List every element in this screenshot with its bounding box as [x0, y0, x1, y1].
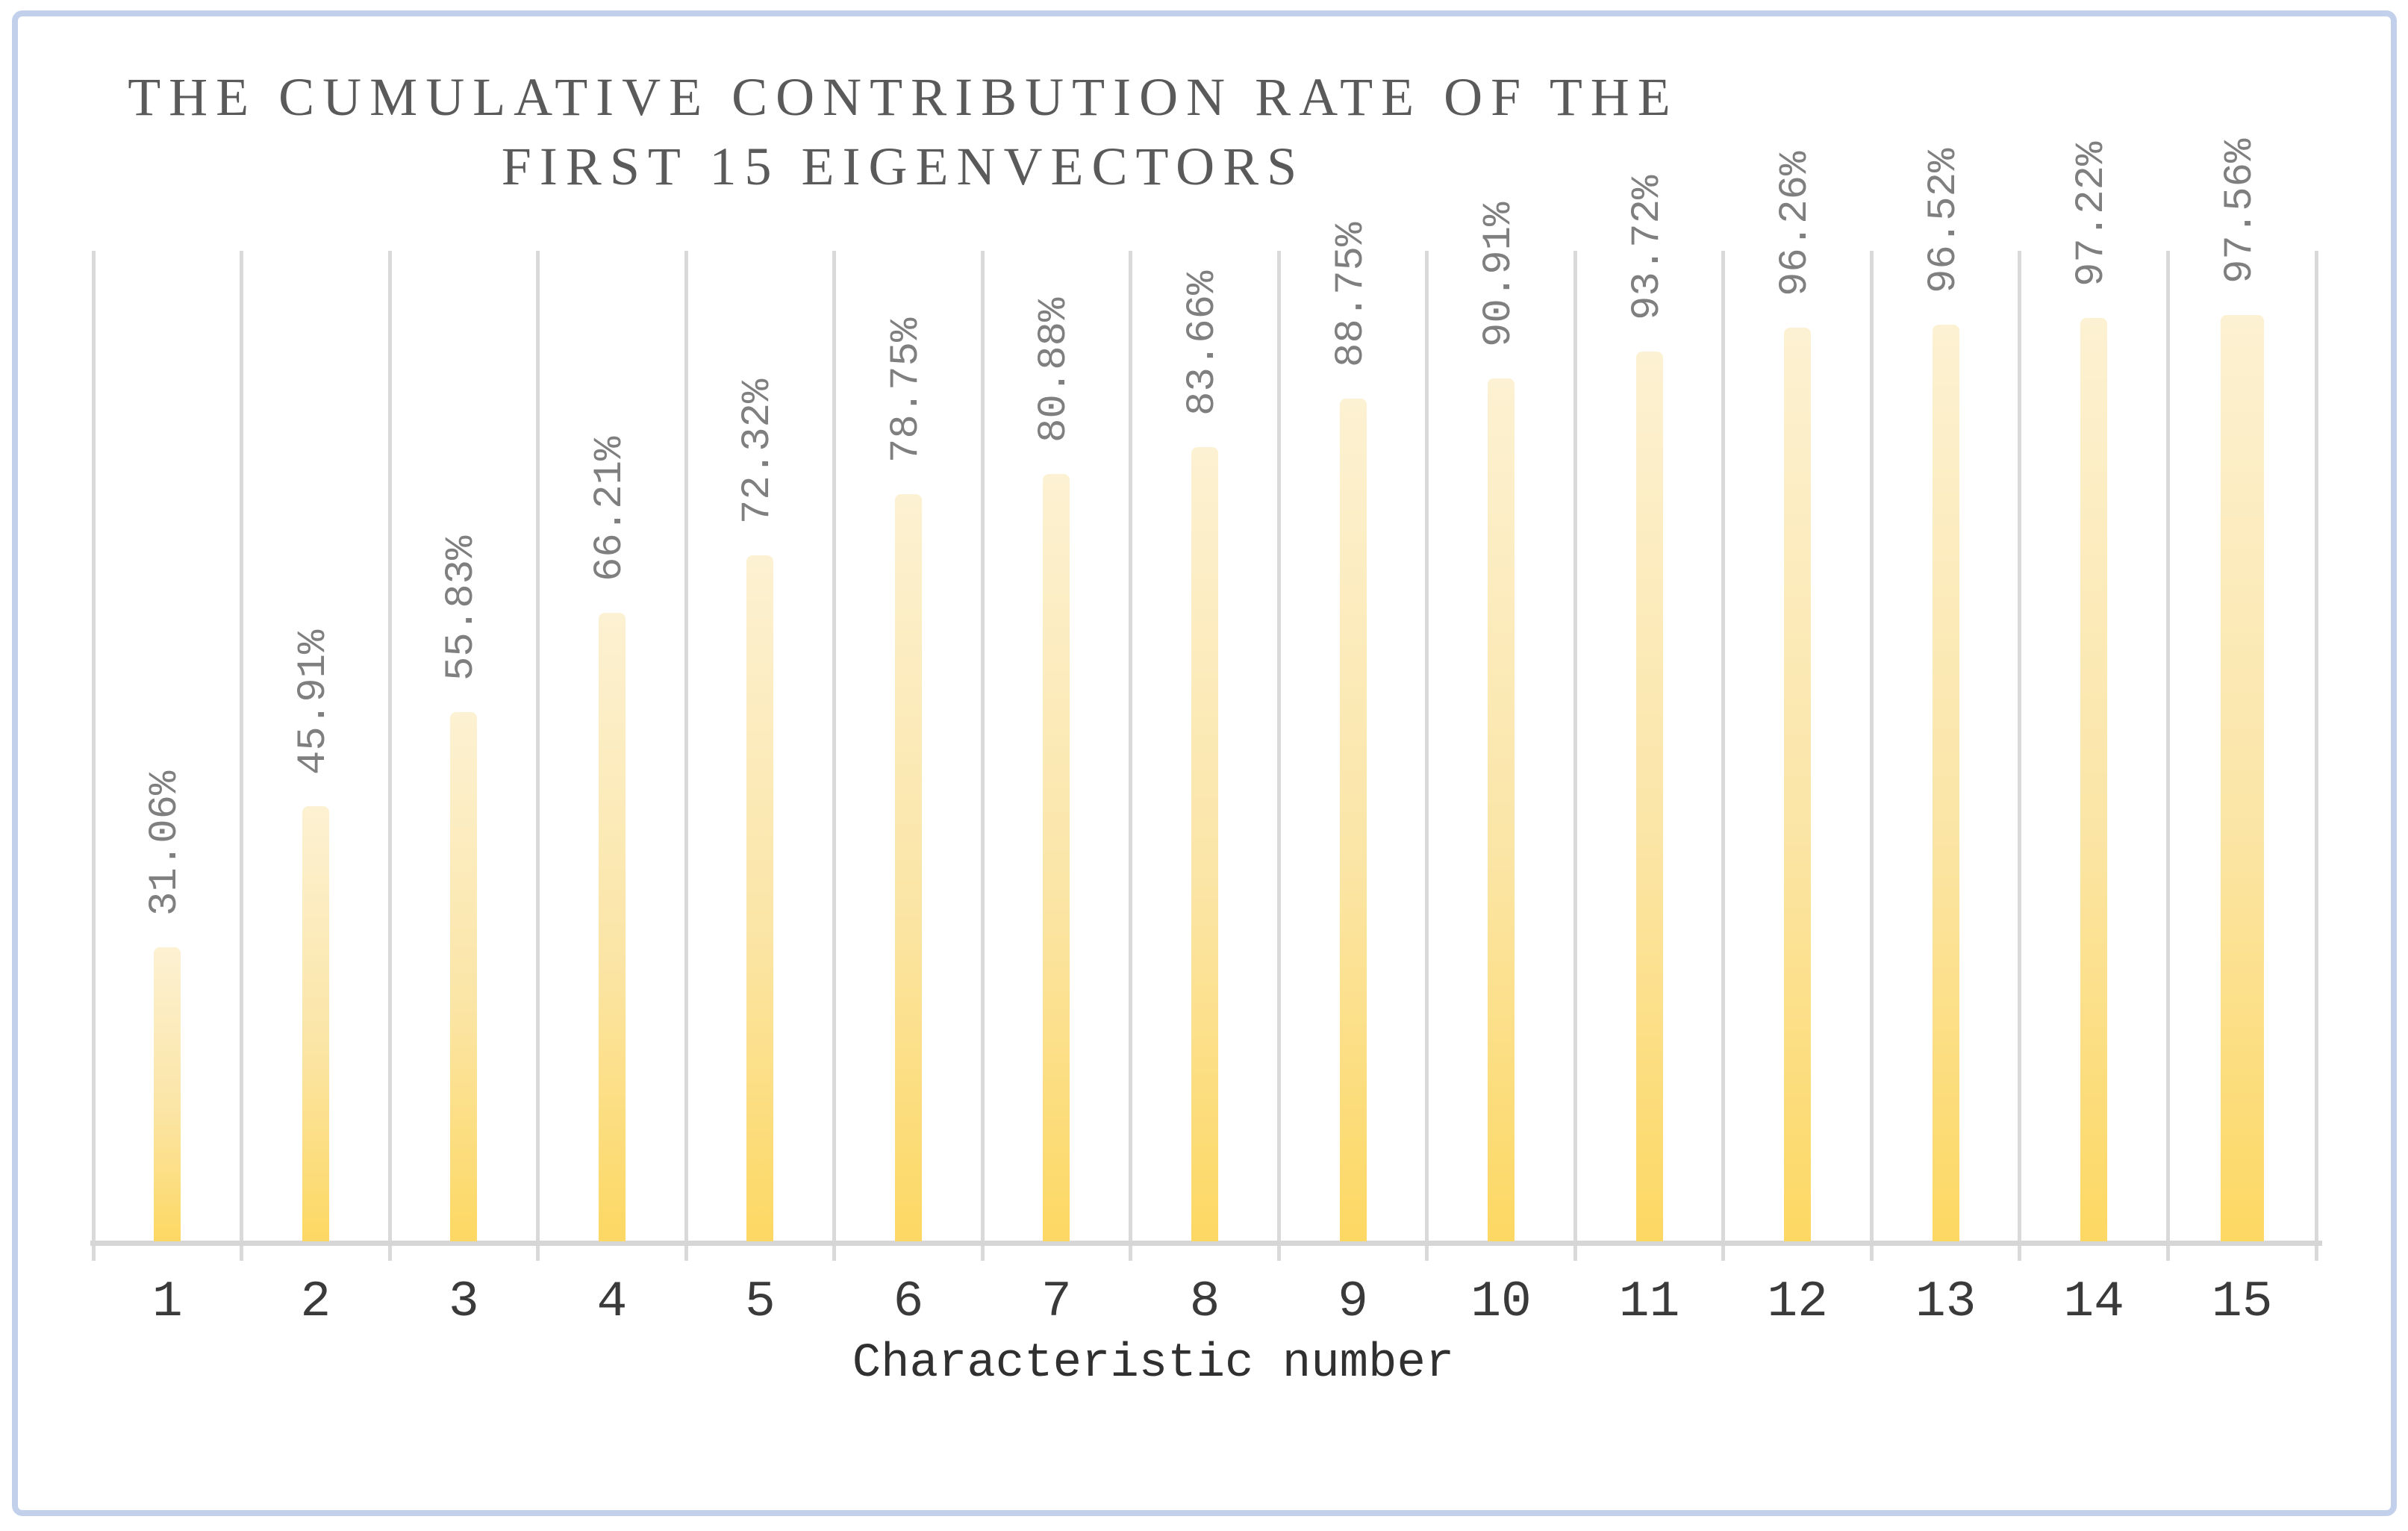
bar-data-label: 80.88%: [1032, 297, 1078, 443]
axis-tick-mark: [2314, 1246, 2318, 1261]
bar-data-label: 93.72%: [1624, 175, 1671, 320]
bar-value-13: [1932, 325, 1959, 1241]
x-tick-label: 13: [1915, 1273, 1977, 1331]
bar-value-15: [2220, 315, 2264, 1241]
category-gridline: [2165, 251, 2170, 1241]
bar-data-label: 97.22%: [2069, 141, 2115, 287]
category-gridline: [1276, 251, 1281, 1241]
bar-data-label: 45.91%: [290, 629, 337, 776]
bar-value-7: [1043, 473, 1070, 1241]
category-gridline: [1129, 251, 1133, 1241]
category-gridline: [240, 251, 244, 1241]
axis-tick-mark: [536, 1246, 540, 1261]
bar-value-8: [1191, 447, 1218, 1241]
bar-data-label: 96.52%: [1921, 148, 1967, 294]
bar-data-label: 31.06%: [143, 770, 189, 917]
chart-title-line-1: THE CUMULATIVE CONTRIBUTION RATE OF THE: [128, 67, 1679, 127]
chart-title-line-2: FIRST 15 EIGENVECTORS: [501, 137, 1306, 196]
axis-tick-mark: [387, 1246, 392, 1261]
x-tick-label: 2: [300, 1273, 331, 1331]
x-tick-label: 11: [1618, 1273, 1680, 1331]
x-tick-label: 1: [152, 1273, 183, 1331]
x-tick-label: 6: [893, 1273, 924, 1331]
chart-title: THE CUMULATIVE CONTRIBUTION RATE OF THE …: [0, 63, 1806, 202]
x-tick-label: 9: [1338, 1273, 1368, 1331]
x-tick-label: 10: [1470, 1273, 1532, 1331]
axis-tick-mark: [2018, 1246, 2022, 1261]
x-tick-label: 8: [1189, 1273, 1220, 1331]
bar-data-label: 88.75%: [1328, 222, 1374, 368]
category-gridline: [536, 251, 540, 1241]
bar-value-10: [1488, 378, 1515, 1241]
bar-data-label: 78.75%: [883, 317, 929, 463]
category-gridline: [91, 251, 96, 1241]
bar-data-label: 83.66%: [1180, 270, 1226, 417]
x-tick-label: 3: [448, 1273, 479, 1331]
x-tick-label: 15: [2211, 1273, 2273, 1331]
x-tick-label: 7: [1041, 1273, 1072, 1331]
category-gridline: [1869, 251, 1874, 1241]
category-gridline: [1721, 251, 1726, 1241]
x-axis-title: Characteristic number: [852, 1337, 1455, 1391]
bar-value-14: [2080, 318, 2108, 1241]
axis-tick-mark: [1869, 1246, 1874, 1261]
axis-tick-mark: [832, 1246, 837, 1261]
bar-data-label: 97.56%: [2217, 138, 2263, 284]
x-tick-label: 12: [1767, 1273, 1828, 1331]
category-gridline: [2314, 251, 2318, 1241]
bar-data-label: 66.21%: [587, 437, 633, 582]
bar-value-1: [154, 947, 181, 1241]
category-gridline: [1425, 251, 1429, 1241]
bar-data-label: 96.26%: [1773, 151, 1819, 296]
bar-value-2: [302, 806, 329, 1241]
axis-tick-mark: [980, 1246, 985, 1261]
axis-tick-mark: [91, 1246, 96, 1261]
bar-value-11: [1635, 352, 1663, 1241]
bar-value-9: [1339, 399, 1367, 1241]
x-tick-label: 5: [744, 1273, 776, 1331]
category-gridline: [387, 251, 392, 1241]
axis-tick-mark: [1129, 1246, 1133, 1261]
bar-data-label: 55.83%: [439, 535, 485, 681]
axis-tick-mark: [2165, 1246, 2170, 1261]
x-axis-line: [90, 1241, 2322, 1246]
bar-data-label: 72.32%: [735, 378, 782, 524]
category-gridline: [2018, 251, 2022, 1241]
bar-value-6: [894, 493, 922, 1241]
bar-data-label: 90.91%: [1476, 202, 1523, 347]
category-gridline: [832, 251, 837, 1241]
axis-tick-mark: [1425, 1246, 1429, 1261]
axis-tick-mark: [240, 1246, 244, 1261]
bar-value-3: [450, 711, 478, 1241]
axis-tick-mark: [684, 1246, 688, 1261]
bar-value-4: [598, 613, 626, 1241]
category-gridline: [980, 251, 985, 1241]
axis-tick-mark: [1573, 1246, 1577, 1261]
axis-tick-mark: [1721, 1246, 1726, 1261]
x-tick-label: 4: [596, 1273, 628, 1331]
bar-value-5: [746, 555, 774, 1241]
axis-tick-mark: [1276, 1246, 1281, 1261]
category-gridline: [684, 251, 688, 1241]
category-gridline: [1573, 251, 1577, 1241]
x-tick-label: 14: [2063, 1273, 2124, 1331]
bar-value-12: [1784, 327, 1812, 1241]
